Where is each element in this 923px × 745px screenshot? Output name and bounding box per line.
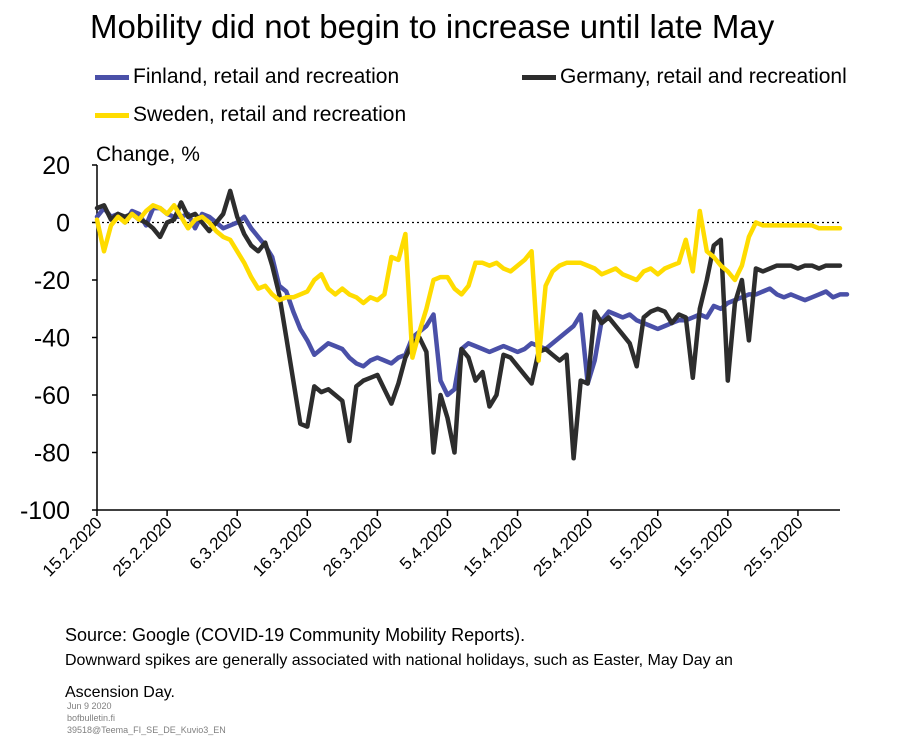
y-tick-label: -20 (34, 267, 70, 295)
footer-figure-id: 39518@Teema_FI_SE_DE_Kuvio3_EN (67, 725, 226, 735)
y-tick-label: -80 (34, 440, 70, 468)
x-tick-label: 5.5.2020 (606, 513, 666, 573)
source-note: Source: Google (COVID-19 Community Mobil… (65, 625, 526, 645)
x-tick-label: 25.4.2020 (530, 513, 597, 580)
x-tick-label: 25.2.2020 (109, 513, 176, 580)
note-line-2: Downward spikes are generally associated… (65, 652, 733, 669)
legend-item-finland: Finland, retail and recreation (95, 65, 399, 89)
legend-swatch-germany (522, 74, 556, 80)
y-tick-label: -40 (34, 325, 70, 353)
legend-label-finland: Finland, retail and recreation (133, 65, 400, 88)
x-tick-label: 15.4.2020 (459, 513, 526, 580)
legend-swatch-finland (95, 74, 129, 80)
y-tick-label: -60 (34, 382, 70, 410)
legend-label-sweden: Sweden, retail and recreation (133, 103, 407, 126)
legend-swatch-sweden (95, 112, 129, 118)
legend-item-germany: Germany, retail and recreationl (522, 65, 847, 89)
footer-date: Jun 9 2020 (67, 701, 112, 711)
legend-item-sweden: Sweden, retail and recreation (95, 103, 406, 127)
x-tick-label: 15.5.2020 (670, 513, 737, 580)
x-tick-label: 16.3.2020 (249, 513, 316, 580)
series-line-germany (94, 188, 843, 461)
legend-label-germany: Germany, retail and recreationl (560, 65, 847, 88)
x-tick-label: 26.3.2020 (319, 513, 386, 580)
y-tick-label: -100 (20, 497, 70, 525)
chart-title: Mobility did not begin to increase until… (90, 8, 775, 45)
note-line-3: Ascension Day. (65, 684, 175, 701)
y-tick-label: 20 (42, 152, 70, 180)
footer-site: bofbulletin.fi (67, 713, 116, 723)
y-axis-unit-label: Change, % (96, 143, 200, 166)
x-tick-label: 5.4.2020 (396, 513, 456, 573)
series-line-sweden (94, 203, 843, 363)
x-tick-label: 6.3.2020 (186, 513, 246, 573)
y-tick-label: 0 (56, 210, 70, 238)
x-tick-label: 25.5.2020 (740, 513, 807, 580)
